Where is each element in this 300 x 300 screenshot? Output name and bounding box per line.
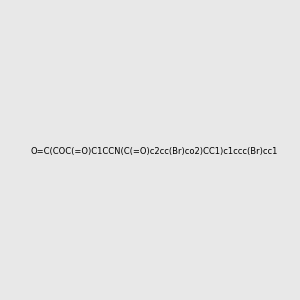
Text: O=C(COC(=O)C1CCN(C(=O)c2cc(Br)co2)CC1)c1ccc(Br)cc1: O=C(COC(=O)C1CCN(C(=O)c2cc(Br)co2)CC1)c1… (30, 147, 278, 156)
